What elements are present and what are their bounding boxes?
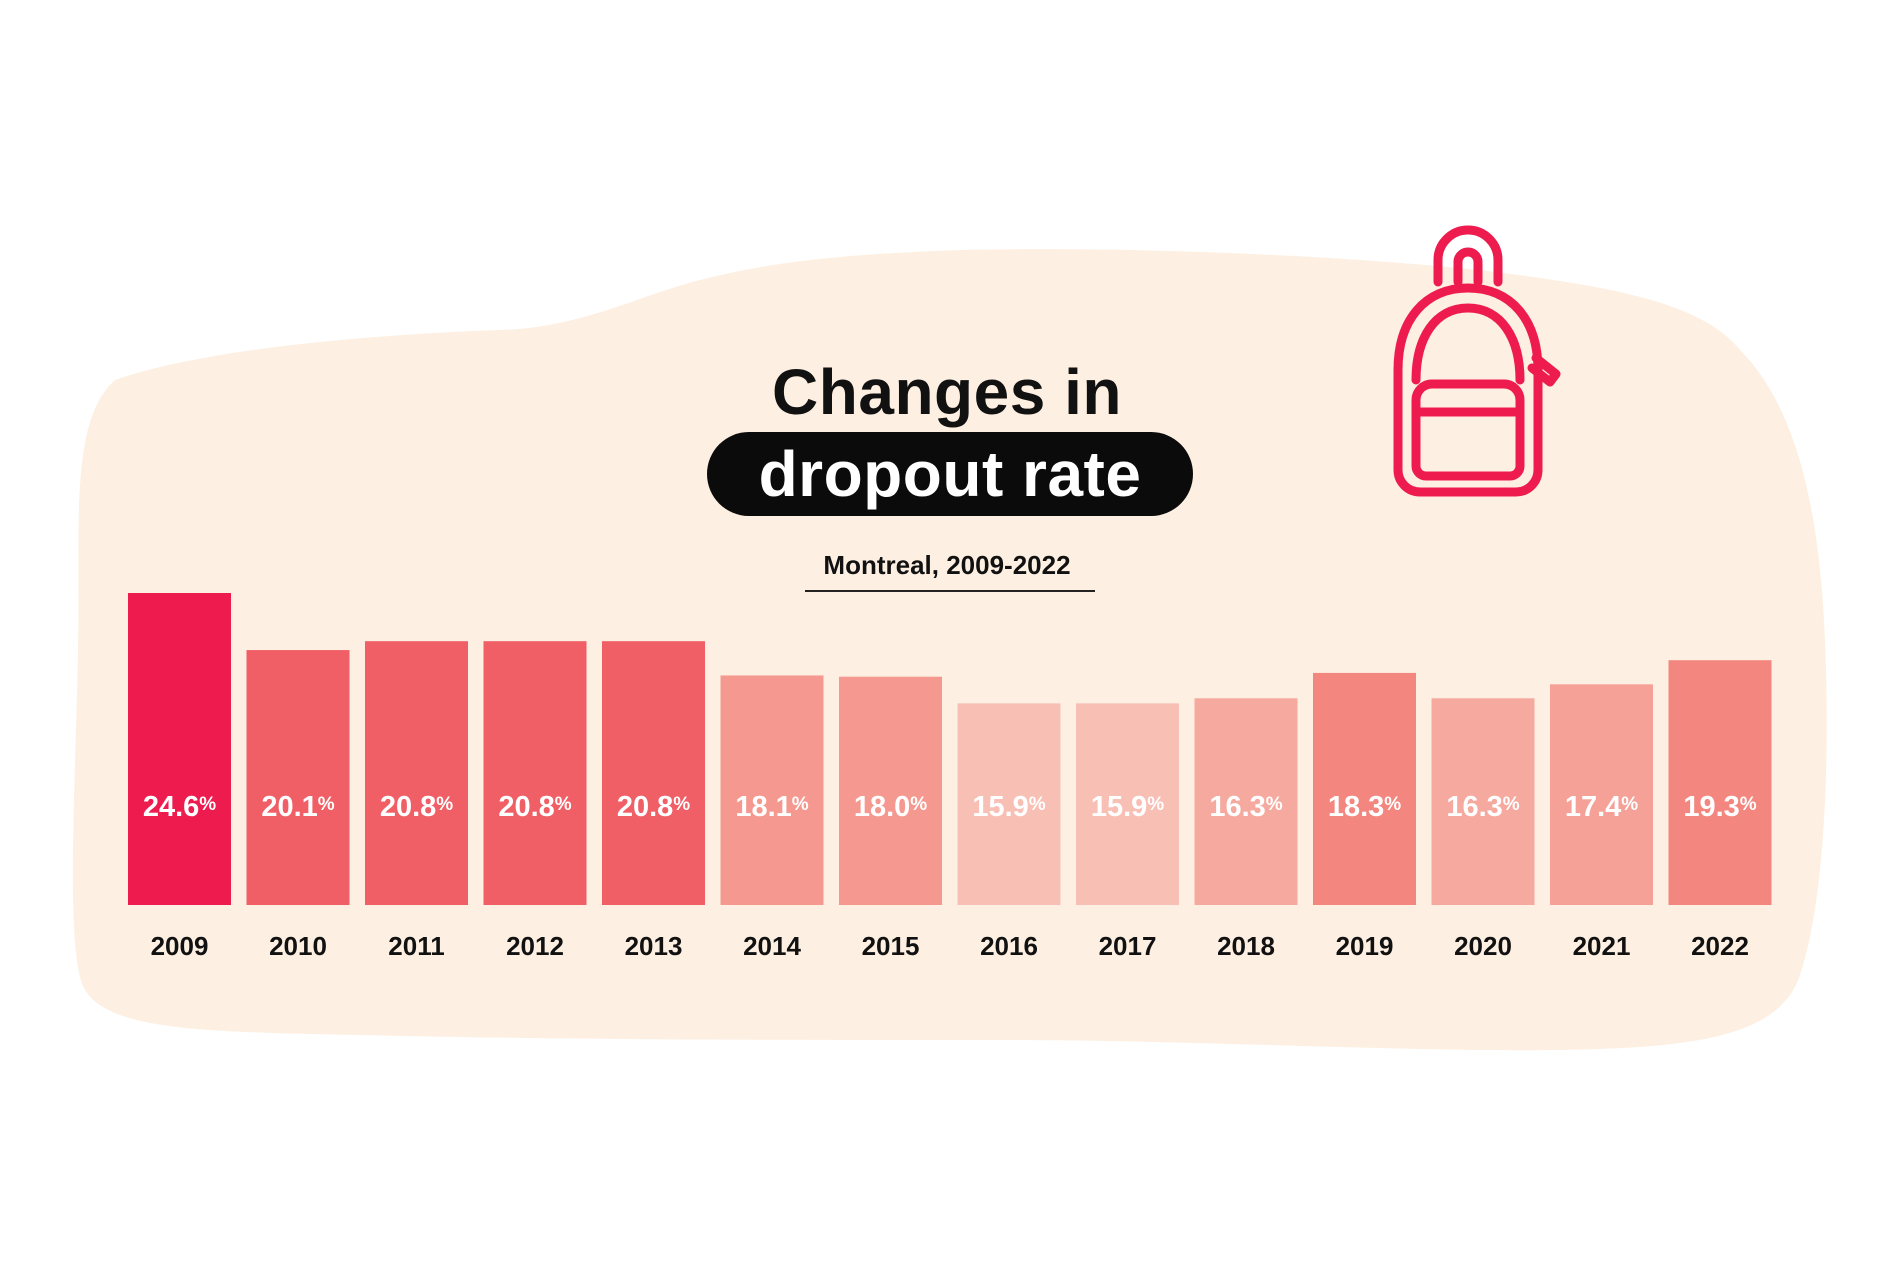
bar-2020 [1431,698,1535,905]
value-label-2016: 15.9% [972,791,1045,823]
bar-2012 [483,641,587,905]
bar-2009 [128,593,231,905]
bar-2019 [1313,672,1416,905]
value-label-2015: 18.0% [854,791,927,823]
value-label-2021: 17.4% [1565,791,1638,823]
value-label-2009: 24.6% [143,791,216,823]
bar-2010 [246,650,350,905]
bar-2018 [1194,698,1298,905]
title-highlight-pill: dropout rate [707,432,1193,516]
value-label-2017: 15.9% [1091,791,1164,823]
value-label-2019: 18.3% [1328,791,1401,823]
bar-2021 [1550,684,1653,905]
value-label-2014: 18.1% [735,791,808,823]
bar-2013 [602,641,705,905]
bar-2016 [957,703,1061,905]
year-label-2009: 2009 [151,931,209,961]
year-label-2021: 2021 [1573,931,1631,961]
year-label-2013: 2013 [625,931,683,961]
year-label-2019: 2019 [1336,931,1394,961]
backpack-icon [1393,225,1561,497]
title-line-2: dropout rate [758,438,1142,510]
bar-2017 [1076,703,1179,905]
year-label-2015: 2015 [862,931,920,961]
value-label-2013: 20.8% [617,791,690,823]
value-label-2011: 20.8% [380,791,453,823]
year-label-2018: 2018 [1217,931,1275,961]
year-label-2017: 2017 [1099,931,1157,961]
bar-2015 [839,676,942,905]
bar-2022 [1668,660,1772,905]
value-label-2012: 20.8% [498,791,571,823]
subtitle: Montreal, 2009-2022 [823,550,1071,580]
year-label-2012: 2012 [506,931,564,961]
value-label-2020: 16.3% [1446,791,1519,823]
year-label-2022: 2022 [1691,931,1749,961]
value-label-2022: 19.3% [1683,791,1756,823]
title-line-1: Changes in [772,356,1122,428]
subtitle-underline [805,590,1095,592]
year-label-2011: 2011 [388,931,444,961]
value-label-2010: 20.1% [261,791,334,823]
year-label-2010: 2010 [269,931,327,961]
value-label-2018: 16.3% [1209,791,1282,823]
bars-group [128,593,1772,905]
year-label-2016: 2016 [980,931,1038,961]
year-label-2020: 2020 [1454,931,1512,961]
bar-2011 [365,641,468,905]
year-labels-group: 2009 2010 2011 2012 2013 2014 2015 2016 2017 2018… [151,931,1749,961]
year-label-2014: 2014 [743,931,801,961]
value-labels-group: 24.6% 20.1% 20.8% 20.8% 20.8% 18.1% 18.0% 15.9%… [143,791,1757,823]
bar-2014 [720,675,824,905]
